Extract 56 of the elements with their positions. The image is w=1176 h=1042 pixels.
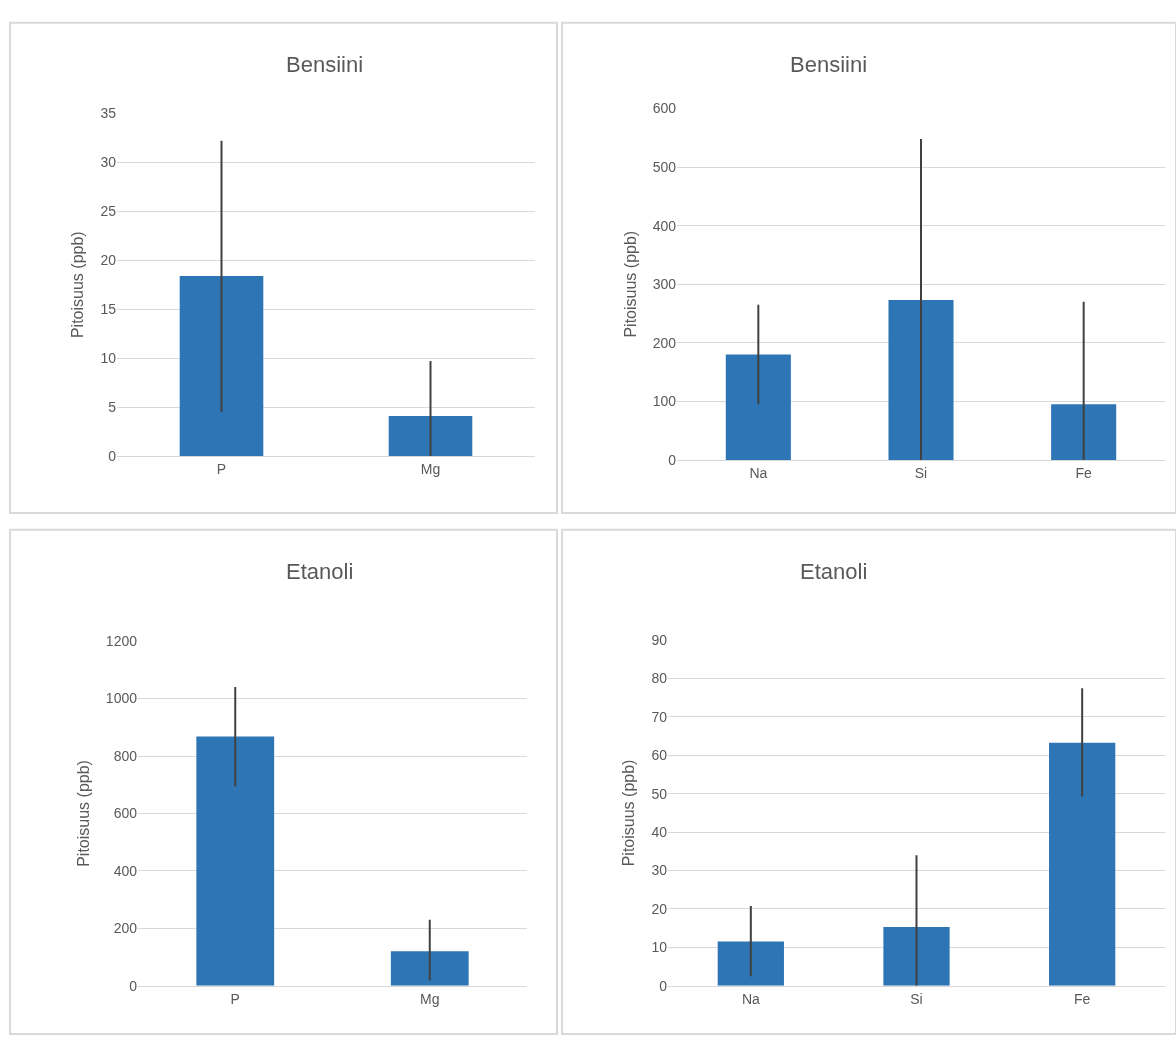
y-tick-label: 800 xyxy=(113,747,138,764)
bar xyxy=(883,927,950,986)
y-tick-label: 0 xyxy=(659,977,668,994)
y-tick-label: 0 xyxy=(108,447,117,464)
y-tick-label: 80 xyxy=(651,670,668,687)
y-axis-title: Pitoisuus (ppb) xyxy=(74,760,92,867)
x-tick-label: Mg xyxy=(420,990,440,1007)
y-tick-label: 30 xyxy=(100,154,117,171)
y-tick-label: 1000 xyxy=(105,690,138,707)
y-tick-label: 25 xyxy=(100,203,117,220)
chart-title: Etanoli xyxy=(286,559,354,584)
y-axis-title: Pitoisuus (ppb) xyxy=(621,230,639,338)
y-tick-label: 400 xyxy=(113,862,138,879)
y-tick-label: 70 xyxy=(651,708,668,725)
x-tick-label: Fe xyxy=(1074,990,1091,1007)
y-tick-label: 10 xyxy=(651,939,668,956)
y-tick-label: 90 xyxy=(651,632,668,649)
bar xyxy=(717,941,784,986)
y-tick-label: 500 xyxy=(652,158,677,175)
x-tick-label: Si xyxy=(910,990,923,1007)
y-tick-label: 20 xyxy=(651,900,668,917)
y-tick-label: 20 xyxy=(100,252,117,269)
chart-title: Bensiini xyxy=(286,52,364,77)
chart-title: Etanoli xyxy=(800,559,868,584)
y-tick-label: 300 xyxy=(652,276,677,293)
y-tick-label: 5 xyxy=(108,398,117,415)
y-tick-label: 50 xyxy=(651,785,668,802)
x-tick-label: Fe xyxy=(1075,464,1093,481)
y-tick-label: 200 xyxy=(113,920,138,937)
y-tick-label: 15 xyxy=(100,301,117,318)
bar xyxy=(1049,742,1116,986)
y-tick-label: 0 xyxy=(129,977,138,994)
x-tick-label: P xyxy=(230,990,240,1007)
y-tick-label: 10 xyxy=(100,350,117,367)
x-tick-label: Mg xyxy=(420,460,441,477)
bar xyxy=(725,354,791,460)
y-tick-label: 1200 xyxy=(105,633,138,650)
x-tick-label: Si xyxy=(914,464,928,481)
y-axis-title: Pitoisuus (ppb) xyxy=(620,759,638,867)
y-tick-label: 30 xyxy=(651,862,668,879)
y-tick-label: 200 xyxy=(652,334,677,351)
y-tick-label: 600 xyxy=(652,100,677,117)
y-axis-title: Pitoisuus (ppb) xyxy=(69,231,87,339)
y-tick-label: 0 xyxy=(668,451,677,468)
bar xyxy=(1051,404,1117,460)
x-tick-label: Na xyxy=(749,464,768,481)
y-tick-label: 35 xyxy=(100,105,117,122)
bar xyxy=(888,300,954,460)
x-tick-label: P xyxy=(216,460,227,477)
y-tick-label: 400 xyxy=(652,217,677,234)
y-tick-label: 600 xyxy=(113,805,138,822)
chart-title: Bensiini xyxy=(790,52,868,77)
y-tick-label: 100 xyxy=(652,393,677,410)
y-tick-label: 40 xyxy=(651,824,668,841)
x-tick-label: Na xyxy=(741,990,760,1007)
y-tick-label: 60 xyxy=(651,747,668,764)
